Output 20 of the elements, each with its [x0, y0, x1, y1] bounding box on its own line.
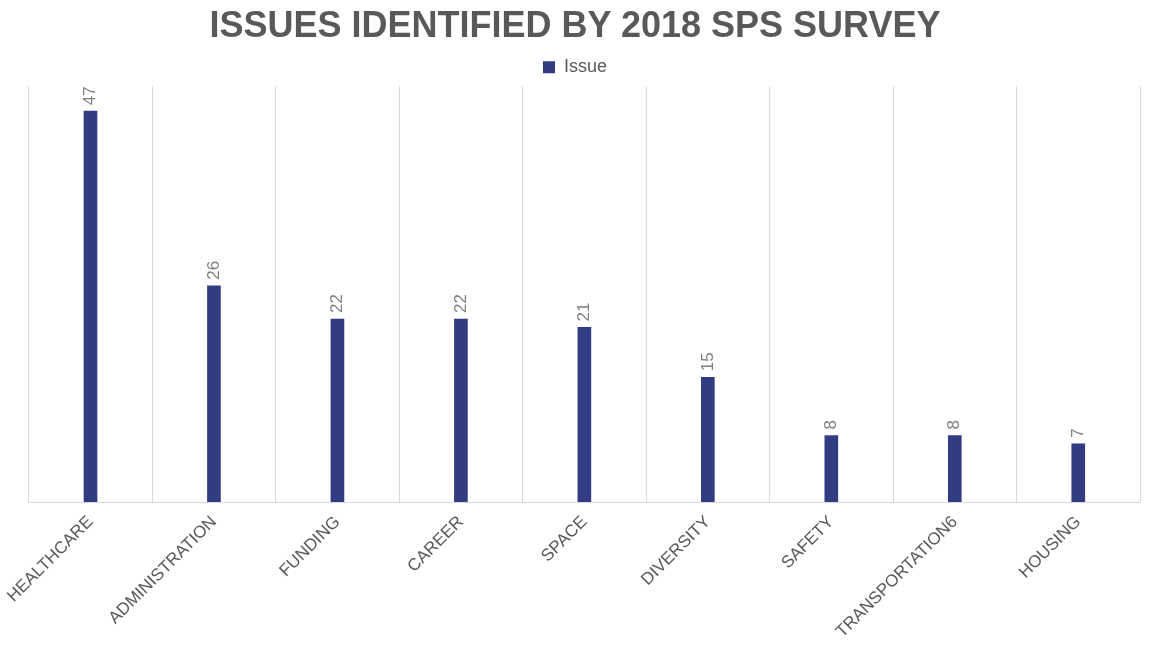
bar	[330, 318, 345, 503]
data-label: 15	[697, 352, 717, 372]
bar	[577, 327, 592, 503]
data-label: 8	[821, 420, 841, 430]
bar	[83, 110, 98, 503]
bar	[1071, 443, 1086, 503]
data-label: 21	[574, 302, 594, 322]
bar	[454, 318, 468, 503]
data-label: 8	[944, 420, 964, 430]
legend-label: Issue	[563, 56, 608, 77]
data-label: 22	[450, 294, 470, 314]
chart-title: ISSUES IDENTIFIED BY 2018 SPS SURVEY	[209, 3, 941, 45]
bar	[947, 435, 962, 503]
bar	[824, 435, 839, 503]
bar	[701, 376, 715, 503]
data-label: 7	[1067, 428, 1087, 438]
bar	[207, 285, 221, 503]
data-label: 22	[327, 294, 347, 314]
data-label: 26	[203, 260, 223, 280]
data-label: 47	[80, 86, 100, 106]
